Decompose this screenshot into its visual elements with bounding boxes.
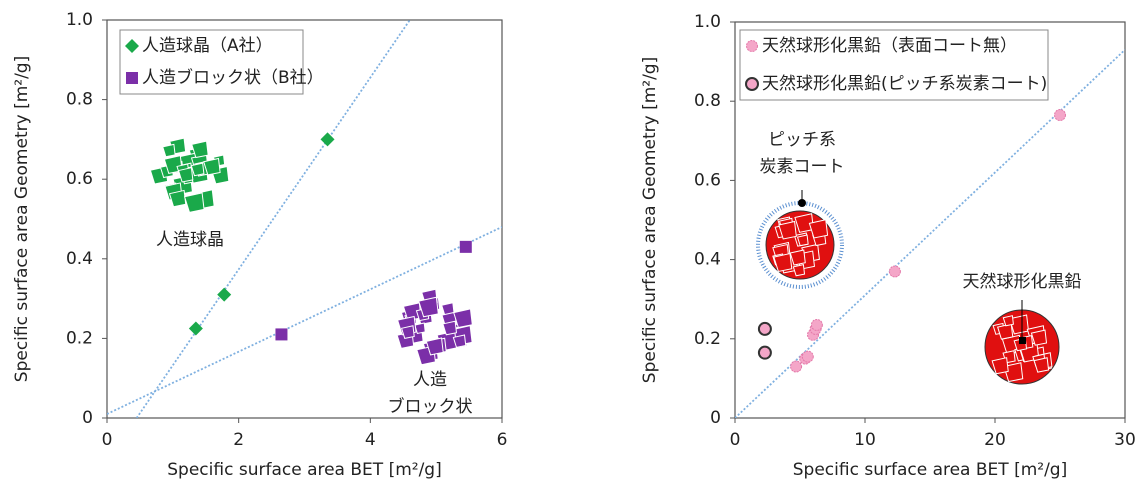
illustrations bbox=[149, 137, 1060, 385]
y-tick-label: 0.8 bbox=[694, 91, 721, 111]
data-point bbox=[810, 318, 823, 331]
x-tick-label: 2 bbox=[233, 430, 244, 450]
data-point bbox=[757, 321, 772, 336]
trend-line bbox=[135, 20, 411, 418]
fragment bbox=[414, 322, 426, 335]
x-axis-label: Specific surface area BET [m²/g] bbox=[167, 460, 441, 480]
y-tick-label: 0.6 bbox=[694, 170, 721, 190]
fragment bbox=[400, 325, 415, 339]
data-point bbox=[801, 350, 814, 363]
fragment bbox=[1033, 357, 1050, 373]
y-axis-label: Specific surface area Geometry [m²/g] bbox=[640, 57, 660, 383]
x-tick-label: 0 bbox=[102, 430, 113, 450]
legend-label: 人造球晶（A社） bbox=[142, 36, 273, 56]
annotation: 天然球形化黒鉛 bbox=[963, 272, 1082, 292]
fragment bbox=[177, 167, 194, 183]
x-tick-label: 20 bbox=[984, 430, 1006, 450]
fragment bbox=[452, 334, 467, 348]
fragment bbox=[773, 252, 793, 273]
y-tick-label: 0.2 bbox=[66, 328, 93, 348]
legend-label: 天然球形化黒鉛（表面コート無） bbox=[762, 36, 1017, 56]
legend-marker bbox=[746, 40, 758, 52]
data-point bbox=[275, 328, 288, 341]
plot-clip bbox=[107, 20, 502, 418]
x-tick-label: 4 bbox=[365, 430, 376, 450]
data-point bbox=[888, 265, 901, 278]
y-tick-label: 1.0 bbox=[694, 12, 721, 32]
data-point bbox=[217, 287, 232, 302]
x-axis-label: Specific surface area BET [m²/g] bbox=[793, 460, 1067, 480]
y-tick-label: 0.6 bbox=[66, 169, 93, 189]
fragment bbox=[168, 189, 187, 208]
y-axis-label: Specific surface area Geometry [m²/g] bbox=[12, 56, 32, 382]
fragment bbox=[1003, 362, 1024, 383]
fragment bbox=[1030, 329, 1048, 346]
x-tick-label: 6 bbox=[497, 430, 508, 450]
y-tick-label: 0 bbox=[710, 408, 721, 428]
fragment bbox=[991, 357, 1009, 375]
data-point bbox=[757, 345, 772, 360]
annotation: ブロック状 bbox=[388, 396, 473, 417]
data-point bbox=[320, 132, 335, 147]
fragment bbox=[778, 220, 797, 240]
fragment bbox=[183, 192, 205, 213]
plot-frame bbox=[734, 21, 1126, 419]
data-point bbox=[188, 321, 203, 336]
legend-marker bbox=[745, 77, 759, 91]
fragment bbox=[418, 296, 439, 318]
annotation: 人造球晶 bbox=[156, 230, 224, 250]
legend-label: 人造ブロック状（B社） bbox=[142, 67, 324, 88]
annotation: 炭素コート bbox=[760, 157, 845, 177]
legend-box bbox=[739, 29, 1049, 101]
fragment bbox=[190, 162, 205, 177]
y-tick-label: 0.4 bbox=[66, 249, 93, 269]
pointer-dot bbox=[1019, 337, 1026, 344]
fragment bbox=[1002, 315, 1014, 327]
fragment bbox=[796, 234, 809, 247]
fragment bbox=[808, 219, 829, 239]
data-point bbox=[790, 360, 803, 373]
legend-marker bbox=[126, 72, 138, 84]
data-point bbox=[459, 240, 472, 253]
fragment bbox=[191, 140, 209, 159]
data-point bbox=[1054, 109, 1066, 122]
y-tick-label: 0.2 bbox=[694, 329, 721, 349]
x-tick-label: 30 bbox=[1114, 430, 1136, 450]
y-tick-label: 0.8 bbox=[66, 90, 93, 110]
fragment bbox=[203, 157, 221, 176]
legend-label: 天然球形化黒鉛(ピッチ系炭素コート) bbox=[762, 74, 1047, 94]
legend-box bbox=[119, 29, 304, 95]
x-tick-label: 10 bbox=[854, 430, 876, 450]
annotation: ピッチ系 bbox=[768, 130, 836, 150]
annotation: 人造 bbox=[413, 370, 447, 390]
fragment bbox=[425, 337, 444, 356]
y-tick-label: 1.0 bbox=[66, 10, 93, 30]
x-tick-label: 0 bbox=[730, 430, 741, 450]
fragment bbox=[442, 320, 458, 336]
fragment bbox=[453, 308, 473, 329]
y-tick-label: 0.4 bbox=[694, 250, 721, 270]
legend-marker bbox=[125, 39, 139, 53]
plot-frame bbox=[106, 19, 503, 419]
y-tick-label: 0 bbox=[82, 408, 93, 428]
fragment bbox=[789, 249, 806, 266]
pointer-dot bbox=[798, 199, 806, 207]
trend-line bbox=[107, 226, 502, 415]
fragment bbox=[162, 143, 176, 158]
fragment bbox=[792, 264, 806, 277]
